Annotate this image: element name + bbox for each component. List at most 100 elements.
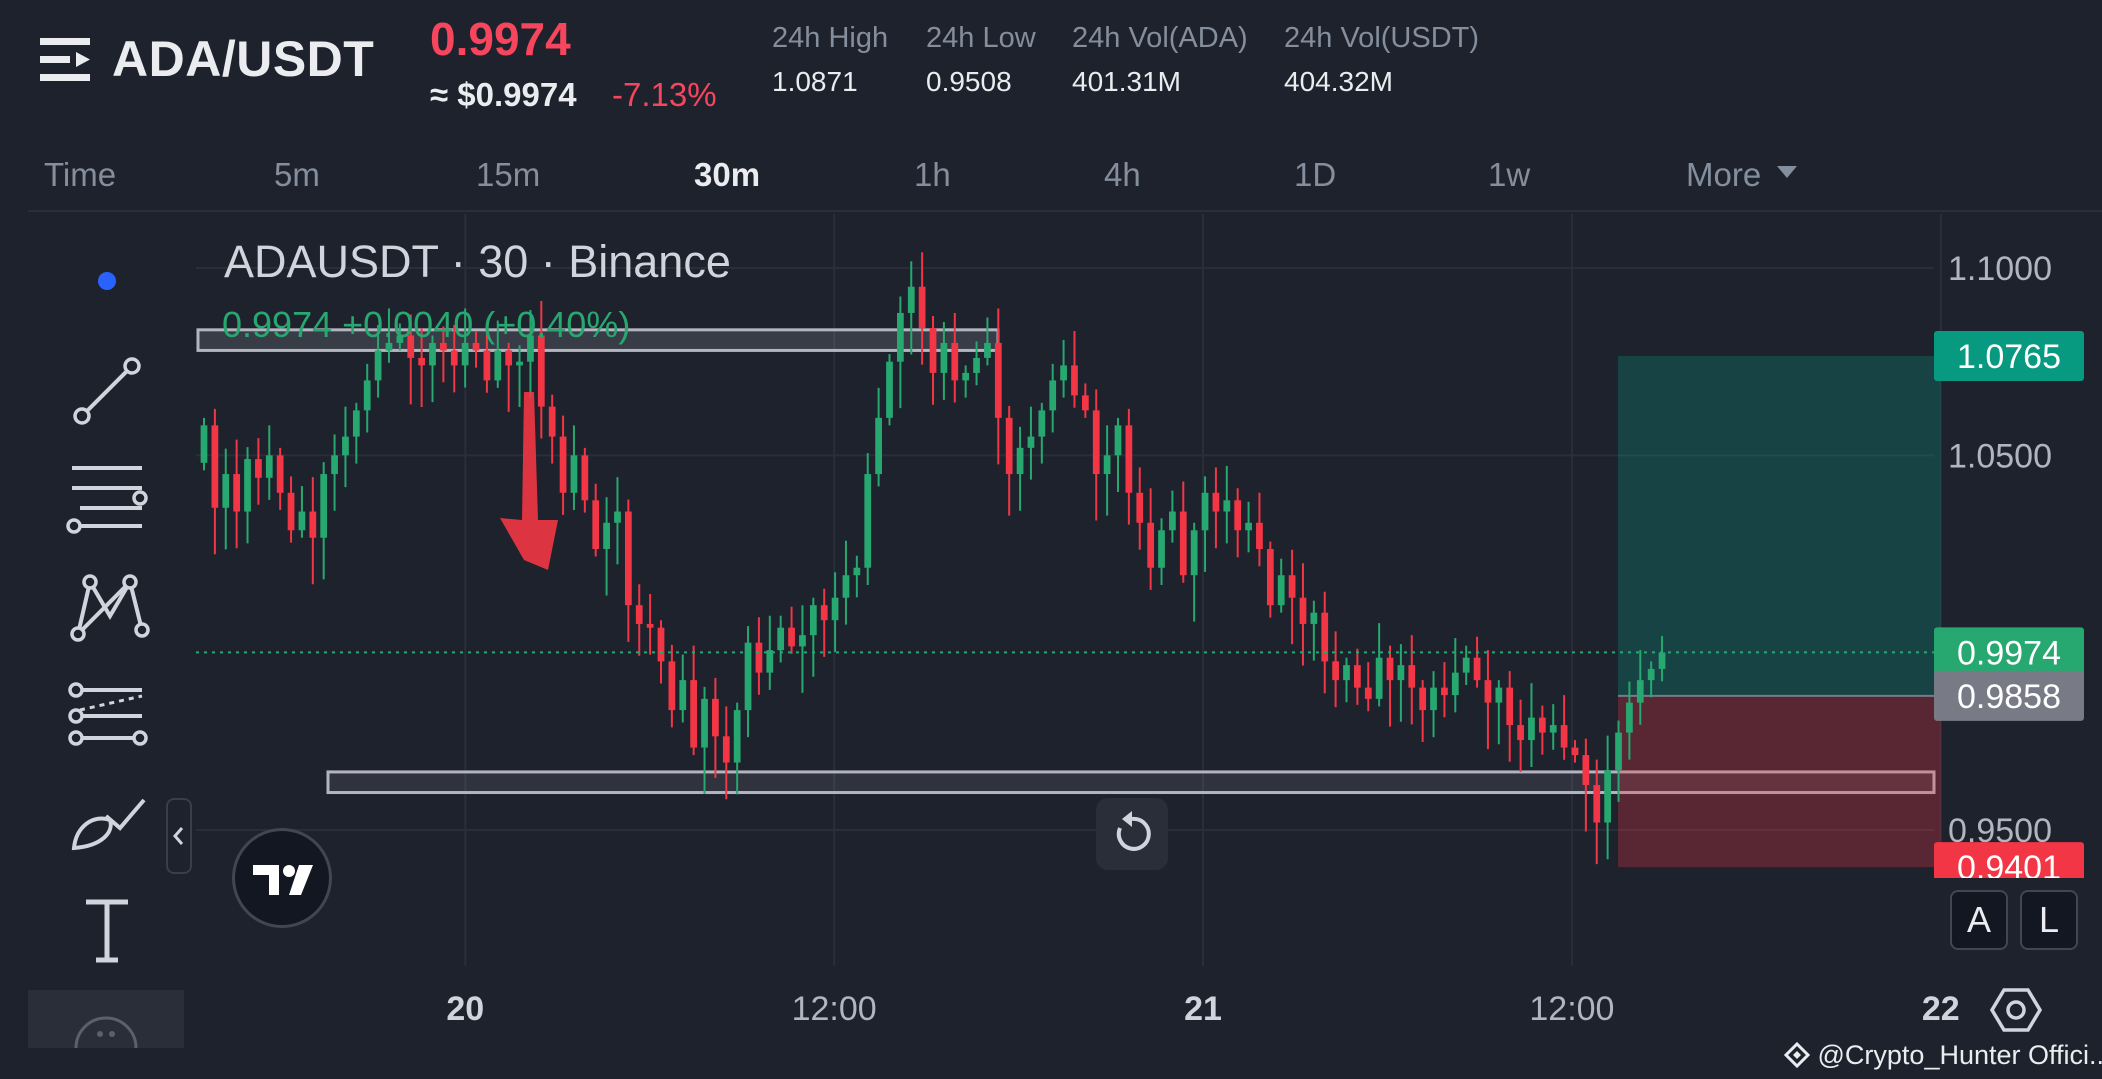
tradingview-logo[interactable] [232, 828, 332, 928]
candle-up[interactable] [320, 474, 328, 538]
candle-down[interactable] [657, 627, 665, 662]
auto-scale-button[interactable]: A [1950, 890, 2008, 950]
menu-icon[interactable] [40, 36, 92, 84]
candle-up[interactable] [766, 650, 774, 673]
candle-up[interactable] [614, 511, 621, 523]
candle-down[interactable] [537, 335, 545, 407]
candle-down[interactable] [559, 436, 567, 493]
candle-up[interactable] [603, 522, 610, 549]
candle-up[interactable] [222, 474, 230, 508]
candle-up[interactable] [570, 455, 578, 493]
candle-down[interactable] [1571, 747, 1579, 756]
candle-up[interactable] [494, 350, 502, 381]
chart-settings-icon[interactable] [1989, 984, 2043, 1036]
trend-line-icon[interactable] [62, 344, 152, 434]
candle-down[interactable] [1081, 395, 1089, 411]
candle-down[interactable] [646, 623, 654, 628]
candle-down[interactable] [1354, 665, 1361, 688]
position-stop-area[interactable] [1618, 695, 1941, 868]
candle-up[interactable] [1027, 436, 1035, 448]
candle-up[interactable] [907, 286, 915, 313]
candle-down[interactable] [1136, 492, 1144, 523]
candle-up[interactable] [940, 342, 948, 373]
candle-up[interactable] [1604, 770, 1612, 823]
candle-down[interactable] [472, 342, 480, 351]
candle-up[interactable] [1310, 612, 1318, 624]
candle-up[interactable] [396, 335, 404, 343]
candle-up[interactable] [1626, 702, 1633, 733]
tab-4h[interactable]: 4h [1104, 156, 1141, 193]
tab-15m[interactable]: 15m [476, 156, 541, 193]
candle-up[interactable] [461, 342, 469, 366]
candle-up[interactable] [1462, 657, 1470, 673]
candle-up[interactable] [701, 698, 708, 748]
candle-down[interactable] [1441, 687, 1448, 696]
tab-1h[interactable]: 1h [914, 156, 951, 193]
plot-area[interactable] [196, 214, 1934, 966]
candle-up[interactable] [744, 642, 752, 711]
tab-time[interactable]: Time [44, 156, 117, 193]
candle-up[interactable] [1245, 522, 1252, 531]
down-arrow-annotation[interactable] [500, 392, 558, 570]
position-target-area[interactable] [1618, 356, 1941, 696]
fib-retracement-icon[interactable] [62, 668, 152, 758]
candle-down[interactable] [211, 425, 219, 508]
candle-down[interactable] [276, 455, 284, 493]
candle-down[interactable] [712, 698, 719, 737]
candle-up[interactable] [1016, 447, 1024, 475]
candle-up[interactable] [1615, 732, 1622, 771]
candle-up[interactable] [1397, 665, 1405, 681]
candle-down[interactable] [1288, 575, 1296, 598]
candle-up[interactable] [1038, 410, 1046, 437]
candle-down[interactable] [929, 327, 937, 373]
candle-up[interactable] [429, 342, 436, 366]
candle-up[interactable] [342, 436, 349, 456]
candle-up[interactable] [1190, 530, 1198, 576]
candle-down[interactable] [407, 335, 415, 358]
candle-up[interactable] [1636, 680, 1644, 703]
brush-icon[interactable] [62, 776, 152, 866]
candle-down[interactable] [918, 286, 926, 328]
more-tools-icon[interactable] [28, 990, 184, 1049]
candle-down[interactable] [450, 350, 458, 366]
candle-up[interactable] [984, 342, 991, 358]
candle-up[interactable] [1375, 657, 1383, 699]
candle-up[interactable] [897, 312, 904, 362]
candle-up[interactable] [352, 410, 360, 437]
candle-up[interactable] [1277, 575, 1285, 606]
candle-down[interactable] [1332, 661, 1339, 681]
candle-down[interactable] [1473, 657, 1481, 681]
candle-down[interactable] [548, 406, 556, 437]
candle-up[interactable] [1495, 687, 1503, 703]
candle-down[interactable] [722, 736, 730, 763]
candle-up[interactable] [298, 511, 306, 531]
log-scale-button[interactable]: L [2020, 890, 2078, 950]
candle-down[interactable] [581, 455, 589, 501]
candle-up[interactable] [962, 372, 970, 381]
candle-up[interactable] [363, 380, 371, 411]
candle-down[interactable] [1538, 717, 1546, 733]
candle-down[interactable] [951, 342, 959, 381]
candle-up[interactable] [831, 597, 839, 621]
candle-up[interactable] [374, 350, 382, 381]
candle-down[interactable] [1419, 687, 1427, 711]
candle-down[interactable] [1147, 522, 1155, 568]
candle-down[interactable] [1593, 785, 1601, 823]
candle-up[interactable] [1343, 665, 1350, 681]
candle-down[interactable] [635, 605, 643, 624]
candle-up[interactable] [1060, 365, 1067, 381]
parallel-lines-icon[interactable] [62, 452, 152, 542]
candle-down[interactable] [1582, 755, 1590, 786]
candle-down[interactable] [1256, 522, 1263, 549]
candle-up[interactable] [1103, 455, 1111, 475]
support-zone[interactable] [326, 770, 1936, 795]
candle-down[interactable] [1179, 511, 1187, 576]
candle-down[interactable] [1071, 365, 1078, 396]
candle-up[interactable] [799, 635, 806, 647]
tab-more[interactable]: More [1686, 156, 1798, 194]
candle-down[interactable] [755, 642, 763, 673]
candle-up[interactable] [1158, 530, 1165, 568]
reset-zoom-button[interactable] [1096, 798, 1168, 870]
candle-up[interactable] [1647, 668, 1655, 681]
